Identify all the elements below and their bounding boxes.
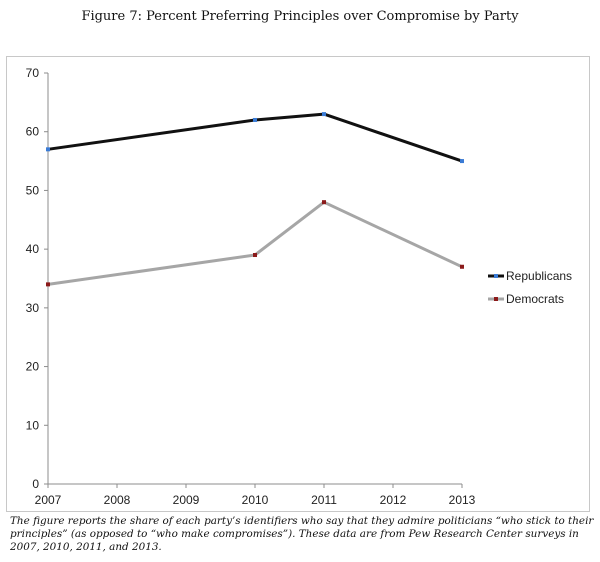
y-tick-label: 30 <box>26 301 40 315</box>
republicans-data-point <box>322 112 326 117</box>
republicans-series-line <box>46 112 464 163</box>
y-tick-label: 60 <box>26 125 40 139</box>
republicans-legend-marker <box>494 274 498 278</box>
x-tick-label: 2008 <box>104 493 131 507</box>
figure-title: Figure 7: Percent Preferring Principles … <box>81 9 519 24</box>
x-tick-label: 2012 <box>380 493 407 507</box>
x-tick-label: 2009 <box>173 493 200 507</box>
democrats-data-point <box>322 200 326 205</box>
figure-caption: The figure reports the share of each par… <box>10 515 594 553</box>
democrats-series-line <box>46 200 464 286</box>
y-tick-label: 10 <box>26 418 40 432</box>
y-tick-label: 0 <box>32 477 39 491</box>
y-tick-label: 70 <box>26 66 40 80</box>
democrats-legend-marker <box>494 297 498 301</box>
x-tick-label: 2011 <box>311 493 337 507</box>
republicans-legend-label: Republicans <box>506 269 572 283</box>
x-tick-label: 2007 <box>35 493 62 507</box>
chart-frame <box>6 56 590 512</box>
democrats-data-point <box>253 253 257 258</box>
republicans-data-point <box>460 159 464 164</box>
x-tick-label: 2010 <box>242 493 269 507</box>
republicans-data-point <box>46 147 50 152</box>
democrats-data-point <box>460 264 464 269</box>
republicans-data-point <box>253 117 257 122</box>
democrats-data-point <box>46 282 50 287</box>
y-tick-label: 40 <box>26 242 40 256</box>
x-tick-label: 2013 <box>449 493 476 507</box>
democrats-legend-label: Democrats <box>506 292 564 306</box>
y-tick-label: 50 <box>26 183 40 197</box>
y-tick-label: 20 <box>26 360 40 374</box>
